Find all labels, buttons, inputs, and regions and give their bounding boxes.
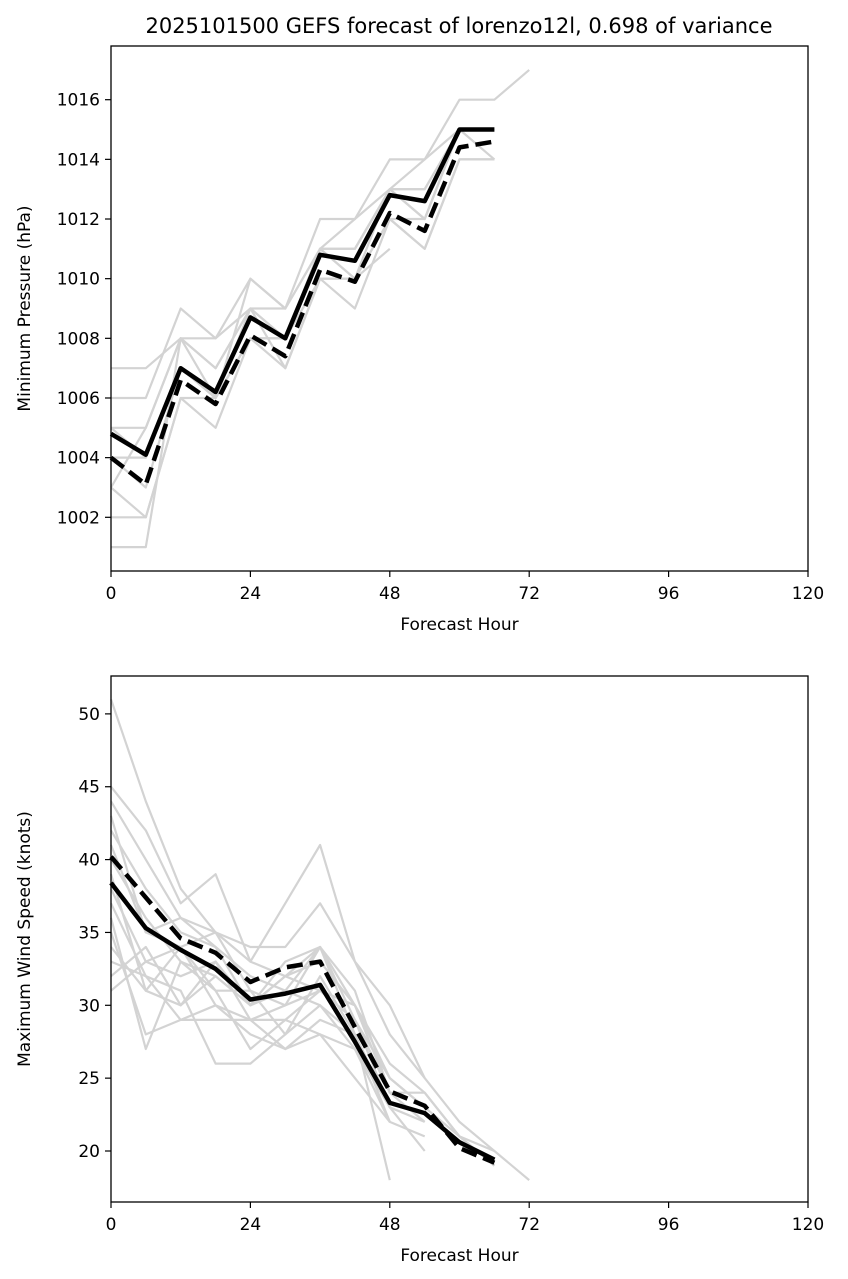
wind-mean-line xyxy=(109,881,496,1162)
wind-x-axis-label: Forecast Hour xyxy=(400,1246,518,1266)
pressure-y-axis-label: Minimum Pressure (hPa) xyxy=(15,205,35,411)
wind-x-tick-label: 96 xyxy=(658,1215,680,1235)
wind-weighted-mean-line xyxy=(109,855,496,1165)
wind-x-tick-label: 120 xyxy=(792,1215,824,1235)
wind-x-tick-label: 0 xyxy=(106,1215,117,1235)
pressure-x-tick-label: 24 xyxy=(240,584,262,604)
wind-y-tick-label: 40 xyxy=(78,851,100,871)
wind-y-tick-label: 50 xyxy=(78,705,100,725)
wind-member-line-15 xyxy=(110,960,391,1108)
pressure-y-ticks: 1002 1004 1006 1008 1010 1012 1014 1016 xyxy=(57,91,111,528)
pressure-y-tick-label: 1004 xyxy=(57,449,100,469)
pressure-x-tick-label: 120 xyxy=(792,584,824,604)
pressure-y-tick-label: 1008 xyxy=(57,329,100,349)
pressure-mean-line xyxy=(109,127,495,457)
wind-y-tick-label: 20 xyxy=(78,1142,100,1162)
pressure-x-tick-label: 96 xyxy=(658,584,680,604)
pressure-x-axis-label: Forecast Hour xyxy=(400,615,518,635)
figure-title: 2025101500 GEFS forecast of lorenzo12l, … xyxy=(145,14,772,38)
pressure-member-line-2 xyxy=(111,128,495,400)
pressure-mean-lines xyxy=(109,127,495,487)
wind-y-ticks: 20 25 30 35 40 45 50 xyxy=(78,705,111,1162)
wind-x-tick-label: 72 xyxy=(518,1215,540,1235)
wind-member-line-13 xyxy=(110,960,391,1108)
wind-x-tick-label: 24 xyxy=(240,1215,262,1235)
wind-member-line-16 xyxy=(109,815,426,1109)
pressure-weighted-mean-line xyxy=(109,139,495,487)
wind-y-tick-label: 35 xyxy=(78,923,100,943)
wind-x-tick-label: 48 xyxy=(379,1215,401,1235)
pressure-member-lines xyxy=(110,69,530,549)
wind-y-tick-label: 25 xyxy=(78,1069,100,1089)
pressure-chart: 0 24 48 72 96 120 1002 1004 1006 1008 1010 1012 101… xyxy=(15,45,824,635)
pressure-y-tick-label: 1014 xyxy=(57,150,100,170)
pressure-x-ticks: 0 24 48 72 96 120 xyxy=(106,571,824,604)
wind-member-lines xyxy=(109,698,530,1181)
wind-member-line-2 xyxy=(110,786,426,1079)
wind-plot-frame xyxy=(110,675,809,1203)
pressure-y-tick-label: 1006 xyxy=(57,389,100,409)
wind-x-ticks: 0 24 48 72 96 120 xyxy=(106,1202,824,1235)
pressure-x-tick-label: 48 xyxy=(379,584,401,604)
pressure-y-tick-label: 1012 xyxy=(57,210,100,230)
wind-y-tick-label: 45 xyxy=(78,778,100,798)
pressure-x-tick-label: 0 xyxy=(106,584,117,604)
pressure-y-tick-label: 1010 xyxy=(57,270,100,290)
pressure-member-line-9 xyxy=(111,247,391,549)
pressure-x-tick-label: 72 xyxy=(518,584,540,604)
wind-chart: 0 24 48 72 96 120 20 25 30 35 40 45 50 Forecast Hou… xyxy=(15,675,824,1266)
pressure-plot-frame xyxy=(110,45,809,572)
pressure-y-tick-label: 1016 xyxy=(57,91,100,111)
wind-y-tick-label: 30 xyxy=(78,996,100,1016)
wind-y-axis-label: Maximum Wind Speed (knots) xyxy=(15,811,35,1067)
wind-mean-lines xyxy=(109,855,496,1165)
pressure-y-tick-label: 1002 xyxy=(57,508,100,528)
